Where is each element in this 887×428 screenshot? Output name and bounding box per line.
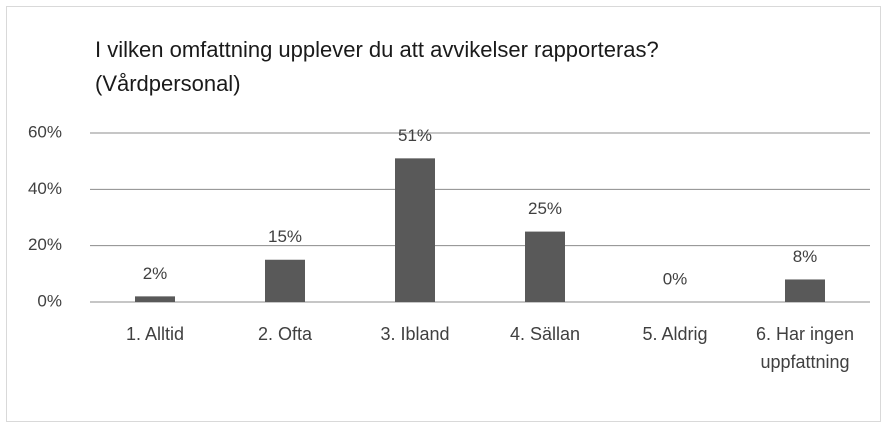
bar bbox=[135, 296, 175, 302]
y-tick-label: 60% bbox=[28, 122, 62, 141]
y-tick-label: 40% bbox=[28, 179, 62, 198]
y-tick-label: 20% bbox=[28, 235, 62, 254]
bar bbox=[395, 158, 435, 302]
value-label: 15% bbox=[268, 227, 302, 246]
x-tick-label: 2. Ofta bbox=[257, 324, 313, 344]
chart-border bbox=[6, 6, 881, 422]
value-label: 0% bbox=[663, 269, 688, 288]
x-tick-label: 1. Alltid bbox=[125, 324, 185, 344]
chart-title: I vilken omfattning upplever du att avvi… bbox=[95, 37, 659, 96]
value-label: 25% bbox=[528, 199, 562, 218]
x-tick-label: 4. Sällan bbox=[509, 324, 581, 344]
x-tick-label: 3. Ibland bbox=[380, 324, 450, 344]
bar bbox=[525, 231, 565, 302]
x-tick-label: 5. Aldrig bbox=[642, 324, 708, 344]
value-label: 2% bbox=[143, 264, 168, 283]
x-tick-label: 6. Har ingen uppfattning bbox=[755, 324, 855, 372]
y-tick-label: 0% bbox=[37, 291, 62, 310]
bar bbox=[785, 279, 825, 302]
value-label: 8% bbox=[793, 247, 818, 266]
value-label: 51% bbox=[398, 126, 432, 145]
bar bbox=[265, 259, 305, 302]
